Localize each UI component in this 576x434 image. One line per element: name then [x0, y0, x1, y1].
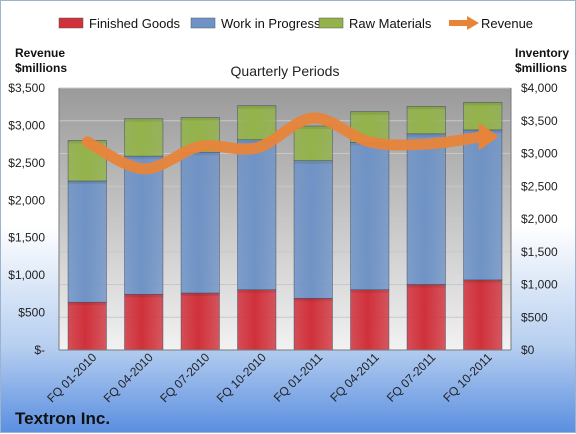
legend-swatch-raw-materials	[318, 17, 344, 29]
bar-top-shade	[463, 102, 502, 106]
right-axis-title-line2: $millions	[515, 61, 567, 75]
left-y-tick-label: $-	[34, 343, 45, 357]
bar-top-shade	[181, 293, 220, 297]
bar-top-shade	[407, 133, 446, 137]
plot-title: Quarterly Periods	[231, 63, 340, 79]
right-y-tick-label: $0	[521, 343, 535, 357]
x-tick-label: FQ 10-2010	[214, 350, 269, 405]
right-y-tick-label: $2,500	[521, 179, 558, 193]
bar-work-in-progress	[237, 139, 277, 290]
bar-top-shade	[407, 106, 446, 110]
left-y-tick-label: $500	[18, 306, 45, 320]
bar-work-in-progress	[67, 180, 107, 303]
x-tick-label: FQ 04-2011	[327, 350, 382, 405]
bar-top-shade	[294, 160, 333, 164]
bar-work-in-progress	[463, 129, 503, 281]
legend-swatch-finished-goods	[58, 17, 84, 29]
bar-work-in-progress	[350, 142, 390, 290]
left-y-tick-label: $2,000	[8, 193, 45, 207]
bar-finished-goods	[293, 298, 333, 351]
bar-finished-goods	[406, 284, 446, 351]
bar-raw-materials	[293, 125, 333, 161]
legend-label: Finished Goods	[89, 16, 181, 31]
bar-raw-materials	[237, 105, 277, 140]
bar-raw-materials	[124, 118, 164, 157]
bar-top-shade	[463, 279, 502, 283]
bar-top-shade	[181, 152, 220, 156]
left-y-tick-label: $1,000	[8, 268, 45, 282]
bar-finished-goods	[237, 289, 277, 351]
right-y-tick-label: $1,500	[521, 245, 558, 259]
legend-label: Raw Materials	[349, 16, 432, 31]
x-tick-label: FQ 07-2010	[157, 350, 212, 405]
x-tick-label: FQ 01-2011	[271, 350, 326, 405]
left-axis-title-line2: $millions	[15, 61, 67, 75]
right-y-tick-label: $3,000	[521, 147, 558, 161]
bar-top-shade	[350, 289, 389, 293]
right-y-tick-label: $4,000	[521, 81, 558, 95]
right-y-tick-label: $2,000	[521, 212, 558, 226]
bar-work-in-progress	[124, 155, 164, 295]
company-name: Textron Inc.	[15, 409, 110, 428]
bar-top-shade	[181, 117, 220, 121]
right-y-tick-label: $1,000	[521, 278, 558, 292]
legend-swatch-work-in-progress	[190, 17, 216, 29]
bar-raw-materials	[463, 102, 503, 131]
bar-top-shade	[68, 181, 107, 185]
bar-finished-goods	[67, 301, 107, 351]
bar-finished-goods	[124, 294, 164, 351]
left-y-tick-label: $1,500	[8, 231, 45, 245]
bar-top-shade	[237, 289, 276, 293]
legend-label: Work in Progress	[221, 16, 321, 31]
left-y-tick-label: $3,500	[8, 81, 45, 95]
bar-work-in-progress	[406, 133, 446, 285]
x-tick-label: FQ 10-2011	[440, 350, 495, 405]
bar-top-shade	[237, 139, 276, 143]
x-tick-label: FQ 07-2011	[384, 350, 439, 405]
bar-top-shade	[294, 125, 333, 129]
bar-top-shade	[407, 284, 446, 288]
x-tick-label: FQ 04-2010	[101, 350, 156, 405]
bar-finished-goods	[180, 292, 220, 351]
bar-work-in-progress	[293, 160, 333, 299]
bar-work-in-progress	[180, 151, 220, 294]
bar-top-shade	[124, 156, 163, 160]
bar-top-shade	[350, 111, 389, 115]
left-axis-title: Revenue	[15, 46, 65, 60]
bar-top-shade	[124, 294, 163, 298]
bar-finished-goods	[463, 279, 503, 351]
bar-top-shade	[294, 298, 333, 302]
left-y-tick-label: $3,000	[8, 118, 45, 132]
right-axis-title: Inventory	[515, 46, 569, 60]
right-y-tick-label: $3,500	[521, 114, 558, 128]
revenue-arrowhead	[478, 122, 499, 151]
legend-label: Revenue	[481, 16, 533, 31]
x-tick-label: FQ 01-2010	[44, 350, 99, 405]
legend-swatch-revenue-arrow	[467, 16, 479, 30]
bar-top-shade	[124, 118, 163, 122]
right-y-tick-label: $500	[521, 310, 548, 324]
bar-top-shade	[68, 302, 107, 306]
left-y-tick-label: $2,500	[8, 156, 45, 170]
bar-raw-materials	[406, 106, 446, 135]
revenue-line	[81, 112, 489, 175]
bar-top-shade	[237, 105, 276, 109]
bar-finished-goods	[350, 289, 390, 351]
